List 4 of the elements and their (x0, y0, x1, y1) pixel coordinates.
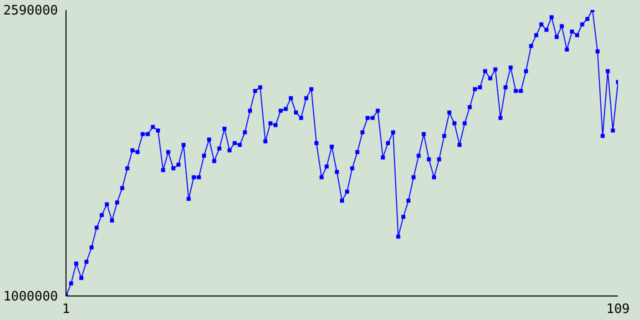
y-tick-label: 1000000 (3, 290, 58, 305)
y-tick-label: 2590000 (3, 4, 58, 19)
x-tick-label: 109 (606, 302, 630, 318)
x-tick-label: 1 (62, 302, 70, 318)
